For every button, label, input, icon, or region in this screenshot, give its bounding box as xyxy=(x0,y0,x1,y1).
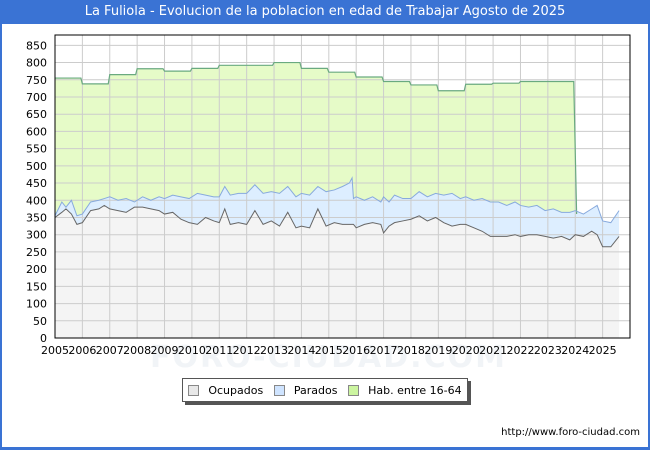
svg-text:2019: 2019 xyxy=(424,344,452,357)
svg-text:100: 100 xyxy=(26,298,47,311)
legend: Ocupados Parados Hab. entre 16-64 xyxy=(182,378,468,402)
source-url: http://www.foro-ciudad.com xyxy=(501,427,640,438)
parados-swatch-icon xyxy=(273,384,285,396)
svg-text:2025: 2025 xyxy=(589,344,617,357)
svg-text:2008: 2008 xyxy=(123,344,151,357)
svg-text:150: 150 xyxy=(26,280,47,293)
svg-text:400: 400 xyxy=(26,194,47,207)
svg-text:800: 800 xyxy=(26,57,47,70)
svg-text:2013: 2013 xyxy=(260,344,288,357)
legend-label-ocupados: Ocupados xyxy=(208,383,264,397)
svg-text:2007: 2007 xyxy=(96,344,124,357)
ocupados-swatch-icon xyxy=(188,384,200,396)
legend-item-ocupados: Ocupados xyxy=(188,384,263,397)
chart-title: La Fuliola - Evolucion de la poblacion e… xyxy=(84,4,566,19)
legend-label-parados: Parados xyxy=(293,383,338,397)
svg-text:2024: 2024 xyxy=(561,344,589,357)
svg-text:2015: 2015 xyxy=(315,344,343,357)
svg-text:2020: 2020 xyxy=(452,344,480,357)
svg-text:2010: 2010 xyxy=(178,344,206,357)
svg-text:2006: 2006 xyxy=(68,344,96,357)
svg-text:550: 550 xyxy=(26,143,47,156)
svg-text:350: 350 xyxy=(26,211,47,224)
svg-text:2017: 2017 xyxy=(370,344,398,357)
svg-text:450: 450 xyxy=(26,177,47,190)
svg-text:2022: 2022 xyxy=(506,344,534,357)
watermark: FORO-CIUDAD.COM xyxy=(150,340,507,375)
svg-text:2018: 2018 xyxy=(397,344,425,357)
svg-text:250: 250 xyxy=(26,246,47,259)
svg-text:200: 200 xyxy=(26,263,47,276)
svg-text:2009: 2009 xyxy=(151,344,179,357)
svg-text:700: 700 xyxy=(26,91,47,104)
svg-text:0: 0 xyxy=(40,332,47,345)
svg-text:2005: 2005 xyxy=(41,344,69,357)
svg-text:600: 600 xyxy=(26,125,47,138)
svg-text:650: 650 xyxy=(26,108,47,121)
legend-item-hab: Hab. entre 16-64 xyxy=(348,384,462,397)
svg-text:50: 50 xyxy=(33,315,47,328)
svg-text:2014: 2014 xyxy=(287,344,315,357)
svg-text:2011: 2011 xyxy=(205,344,233,357)
svg-text:500: 500 xyxy=(26,160,47,173)
legend-label-hab: Hab. entre 16-64 xyxy=(368,383,462,397)
svg-text:2016: 2016 xyxy=(342,344,370,357)
svg-text:2012: 2012 xyxy=(233,344,261,357)
svg-text:2023: 2023 xyxy=(534,344,562,357)
svg-text:750: 750 xyxy=(26,74,47,87)
svg-text:850: 850 xyxy=(26,39,47,52)
hab-swatch-icon xyxy=(348,384,360,396)
svg-text:2021: 2021 xyxy=(479,344,507,357)
svg-text:300: 300 xyxy=(26,229,47,242)
legend-item-parados: Parados xyxy=(273,383,338,397)
